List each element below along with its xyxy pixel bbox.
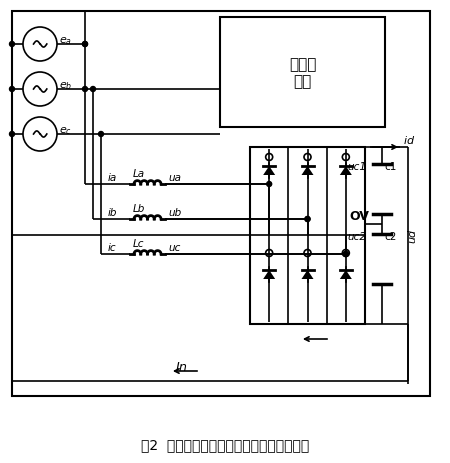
Circle shape	[82, 43, 87, 47]
Text: 图2  电容中点式三相四线有源滤波器主电路: 图2 电容中点式三相四线有源滤波器主电路	[141, 437, 309, 451]
Text: Lb: Lb	[133, 204, 145, 213]
Circle shape	[82, 43, 87, 47]
Polygon shape	[302, 270, 314, 279]
Circle shape	[9, 43, 14, 47]
Circle shape	[343, 252, 348, 257]
Polygon shape	[340, 270, 352, 279]
Text: uc2: uc2	[347, 232, 366, 242]
Circle shape	[343, 252, 348, 257]
Bar	[250, 148, 365, 324]
Text: ub: ub	[168, 207, 181, 218]
Text: $e_b$: $e_b$	[59, 80, 72, 92]
Bar	[220, 18, 385, 128]
Text: ud: ud	[407, 228, 417, 243]
Circle shape	[82, 88, 87, 92]
Text: uc: uc	[168, 243, 180, 252]
Text: ic: ic	[108, 243, 117, 252]
Text: uc1: uc1	[347, 162, 366, 172]
Text: La: La	[133, 169, 145, 179]
Text: $In$: $In$	[175, 360, 188, 373]
Text: $id$: $id$	[403, 134, 415, 146]
Text: c2: c2	[384, 232, 396, 242]
Circle shape	[305, 217, 310, 222]
Text: ia: ia	[108, 173, 117, 182]
Text: 非线性
负载: 非线性 负载	[289, 56, 316, 89]
Text: Lc: Lc	[133, 238, 144, 249]
Circle shape	[267, 182, 272, 187]
Text: ib: ib	[108, 207, 117, 218]
Circle shape	[9, 132, 14, 137]
Text: ua: ua	[168, 173, 181, 182]
Text: $e_a$: $e_a$	[59, 35, 72, 47]
Polygon shape	[263, 167, 275, 175]
Circle shape	[99, 132, 104, 137]
Circle shape	[90, 88, 95, 92]
Text: OV: OV	[349, 210, 369, 223]
Polygon shape	[302, 167, 314, 175]
Text: c1: c1	[384, 162, 396, 172]
Circle shape	[305, 217, 310, 222]
Polygon shape	[263, 270, 275, 279]
Polygon shape	[340, 167, 352, 175]
Bar	[12, 12, 430, 396]
Circle shape	[9, 88, 14, 92]
Text: $e_c$: $e_c$	[59, 125, 72, 137]
